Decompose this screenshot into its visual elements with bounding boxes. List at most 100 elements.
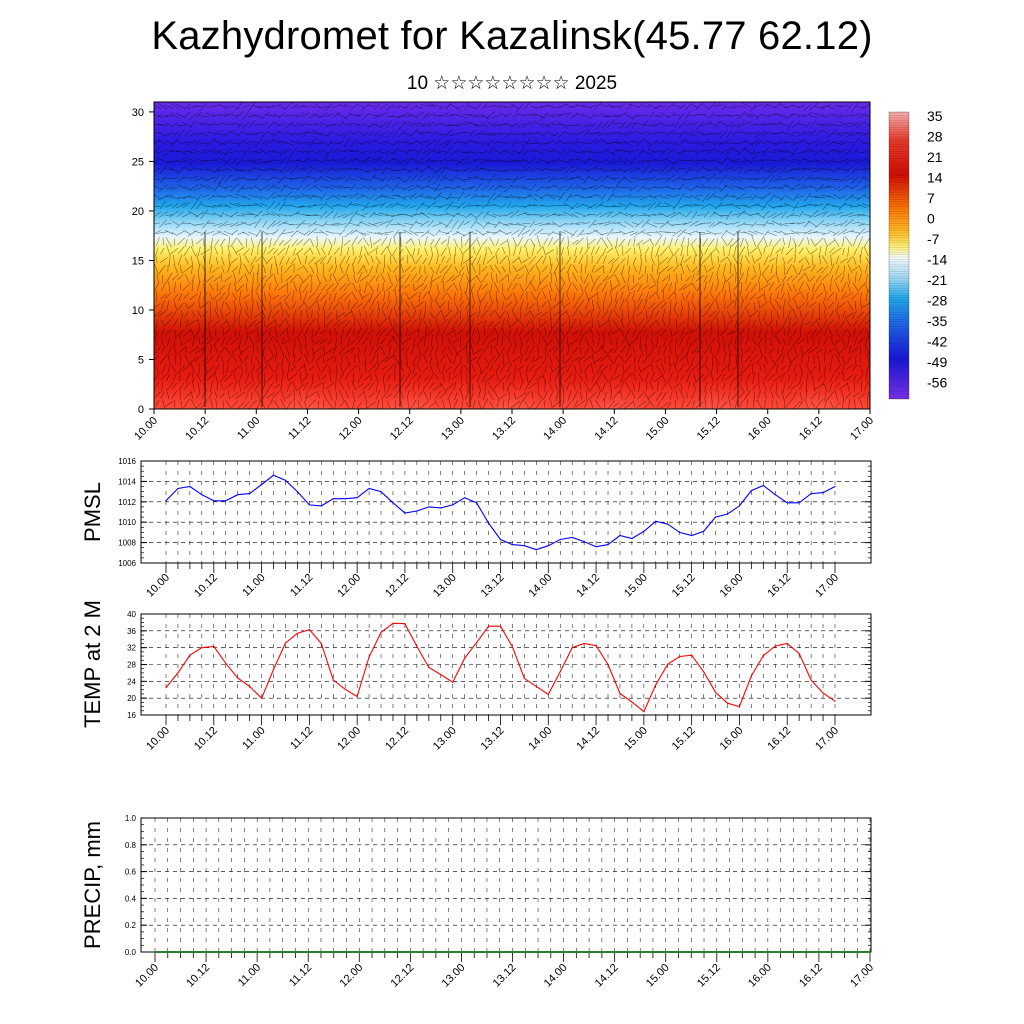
precip-point [511, 951, 514, 953]
pmsl-point [523, 545, 526, 547]
y-tick-label: 30 [132, 107, 144, 119]
x-tick-label: 11.00 [240, 572, 267, 599]
pmsl-point [452, 504, 454, 506]
temp2m-point [631, 701, 633, 703]
x-tick-label: 15.12 [670, 725, 698, 753]
x-tick-label: 16.12 [765, 725, 793, 753]
x-tick-label: 12.00 [337, 962, 365, 990]
x-tick-label: 10.12 [192, 572, 220, 600]
pmsl-point [691, 534, 693, 537]
colorbar-label: -42 [927, 334, 947, 350]
temp2m-point [344, 688, 346, 690]
precip-point [767, 951, 769, 953]
temp2m-point [165, 687, 167, 689]
temp2m-point [428, 666, 430, 669]
temp2m-point [559, 671, 561, 673]
y-tick-label: 40 [127, 610, 136, 619]
temp2m-point [511, 646, 513, 648]
colorbar-label: -7 [927, 231, 940, 247]
x-tick-label: 16.12 [765, 572, 793, 600]
pmsl-point [714, 516, 717, 518]
y-tick-label: 20 [127, 694, 136, 703]
pmsl-panel: 1006 1008 1010 1012 1014 1016 10.00 10.12 11.00 1… [80, 457, 872, 600]
precip-point [741, 951, 743, 953]
y-tick-label: 1014 [118, 477, 136, 486]
pmsl-point [583, 541, 585, 543]
temp2m-point [464, 657, 466, 659]
x-tick-label: 17.00 [848, 962, 876, 990]
temp2m-point [655, 684, 657, 686]
y-tick-label: 24 [127, 677, 136, 686]
pmsl-point [619, 534, 621, 537]
pmsl-point [834, 485, 836, 488]
wind-streaks [204, 232, 739, 407]
x-tick-label: 10.00 [144, 725, 172, 753]
temp2m-point [189, 654, 191, 656]
precip-point [843, 951, 846, 953]
precip-point [614, 951, 616, 953]
precip-point [345, 951, 348, 953]
x-tick-label: 13.12 [479, 725, 507, 753]
precip-point [460, 951, 462, 953]
precip-panel: 0.0 0.2 0.4 0.6 0.8 1.0 10.00 10.12 11.00 11.12 12… [80, 814, 876, 990]
x-tick-label: 15.00 [622, 572, 650, 600]
pmsl-point [440, 507, 442, 509]
precip-point [729, 951, 731, 953]
x-tick-label: 15.12 [695, 962, 723, 990]
warm-spot [780, 349, 857, 409]
pmsl-point [165, 500, 167, 502]
pmsl-point [679, 531, 681, 534]
temp2m-point [296, 632, 298, 635]
precip-point [792, 951, 795, 953]
pmsl-point [762, 484, 764, 487]
y-tick-label: 0.8 [125, 841, 137, 850]
temp2m-point [272, 668, 275, 671]
precip-point [805, 951, 807, 953]
temp2m-point [476, 642, 478, 644]
pmsl-point [655, 520, 657, 522]
temp2m-point [571, 647, 573, 649]
precip-point [869, 951, 871, 953]
pmsl-point [643, 530, 645, 533]
pmsl-point [499, 538, 502, 541]
temp2m-point [523, 677, 526, 680]
precip-point [703, 951, 705, 953]
x-tick-label: 15.12 [670, 572, 698, 600]
pmsl-point [213, 500, 215, 502]
precip-point [167, 951, 169, 953]
pmsl-point [237, 494, 239, 496]
temp2m-point [380, 631, 382, 634]
pmsl-point [225, 500, 227, 502]
colorbar-label: 14 [927, 170, 943, 186]
temp2m-point [547, 693, 549, 696]
colorbar-label: -49 [927, 354, 947, 370]
pmsl-point [822, 492, 824, 494]
y-axis-label: PRECIP, mm [80, 821, 105, 949]
y-tick-label: 1006 [118, 559, 136, 568]
x-tick-label: 16.00 [718, 725, 746, 753]
precip-point [320, 951, 322, 953]
warm-spot [269, 349, 346, 409]
x-tick-label: 12.12 [389, 962, 417, 990]
x-tick-label: 15.00 [622, 725, 650, 753]
precip-point [371, 951, 373, 953]
temp2m-point [404, 623, 406, 625]
temp2m-point [440, 674, 442, 676]
x-tick-label: 14.12 [574, 725, 602, 753]
precip-point [563, 951, 565, 953]
precip-point [448, 951, 450, 953]
precip-point [409, 951, 411, 953]
temp2m-point [703, 671, 705, 673]
precip-point [269, 951, 271, 953]
temp2m-point [177, 672, 179, 674]
y-axis-label: PMSL [80, 482, 105, 542]
wind-vectors [154, 102, 870, 409]
pmsl-point [738, 505, 741, 507]
panel-frame [140, 613, 872, 716]
colorbar [889, 112, 909, 399]
x-tick-label: 10.12 [192, 725, 220, 753]
x-tick-label: 11.12 [288, 725, 315, 752]
temp2m-point [225, 662, 227, 664]
precip-point [831, 951, 833, 953]
pmsl-point [272, 474, 275, 476]
